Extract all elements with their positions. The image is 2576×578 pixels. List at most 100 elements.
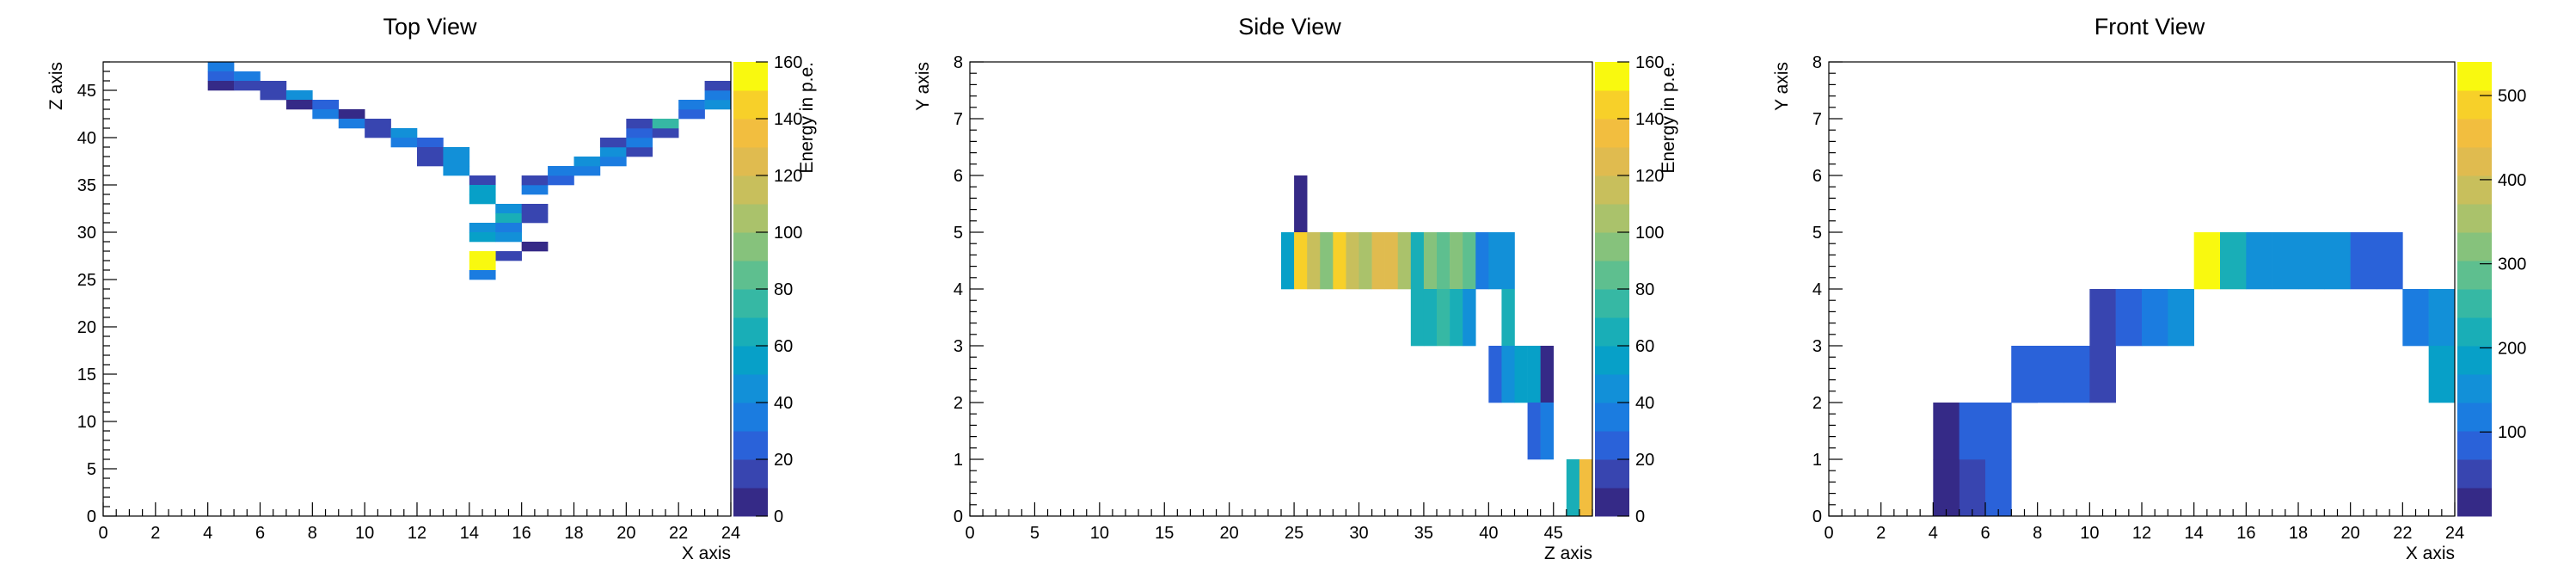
top-view-cell [704,90,732,101]
side-view-color-bar-segment [1595,119,1629,148]
side-view-color-bar-segment [1595,147,1629,176]
side-view-color-bar-segment [1595,204,1629,233]
top-view-color-bar-segment [733,119,768,148]
top-view-color-bar-segment [733,289,768,318]
front-view-color-bar-segment [2457,431,2492,460]
front-view-x-tick-label: 22 [2393,524,2412,543]
top-view-cells [207,62,732,280]
side-view-y-tick-label: 4 [954,280,963,299]
front-view-color-bar-segment [2457,346,2492,375]
side-view-cell [1437,289,1451,347]
side-view-cell [1527,403,1541,460]
top-view-z-tick-label: 120 [774,167,802,186]
side-view-x-tick-label: 25 [1285,524,1303,543]
side-view-color-bar-segment [1595,403,1629,432]
top-view-x-tick-label: 16 [512,524,531,543]
top-view-cell [678,109,705,120]
top-view-x-tick-label: 18 [564,524,583,543]
front-view-title: Front View [2095,14,2205,40]
top-view-x-axis: 0 2 4 6 8 10 12 14 16 18 20 22 24X axis [98,502,740,563]
side-view-x-tick-label: 20 [1220,524,1239,543]
top-view-cell [207,81,235,91]
top-view-color-bar-segment [733,90,768,120]
front-view-y-tick-label: 0 [1812,507,1822,526]
front-view-cell [2168,289,2194,347]
top-view-cell [469,251,496,261]
top-view-color-bar-segment [733,204,768,233]
top-view-cell [312,109,340,120]
side-view-y-tick-label: 7 [954,110,963,129]
top-view-cell [417,138,444,148]
top-view-cell [495,223,522,233]
front-view-z-tick-label: 400 [2498,171,2526,190]
top-view-color-bar-segment [733,62,768,91]
top-view-cell [521,213,549,224]
side-view-cell [1333,232,1346,290]
front-view-color-bar-segment [2457,175,2492,205]
side-view-color-bar-segment [1595,62,1629,91]
top-view-x-tick-label: 14 [460,524,479,543]
top-view-cell [469,232,496,243]
top-view-cell [338,109,365,120]
side-view-x-tick-label: 5 [1030,524,1040,543]
side-view-color-bar-segment [1595,317,1629,347]
side-view-cell [1423,232,1438,290]
front-view-x-tick-label: 4 [1929,524,1938,543]
side-view-cell [1307,232,1321,290]
top-view-cell [599,138,627,148]
front-view-y-tick-label: 2 [1812,394,1822,413]
front-view-y-axis: 0 1 2 3 4 5 6 7 8 Y axis [1772,53,1843,526]
top-view-y-tick-label: 20 [77,318,96,337]
front-view-y-tick-label: 5 [1812,224,1822,243]
side-view-cell [1371,232,1385,290]
top-view-y-tick-label: 25 [77,271,96,290]
top-view-cell [469,261,496,271]
front-view-cell [2350,232,2377,290]
side-view-x-tick-label: 15 [1155,524,1174,543]
front-view-x-tick-label: 14 [2185,524,2204,543]
top-view-z-tick-label: 160 [774,53,802,72]
side-view-cell [1566,459,1580,517]
side-view-color-bar-segment [1595,459,1629,489]
top-view-cell [365,119,391,129]
top-view-title: Top View [383,14,477,40]
side-view-color-bar-segment [1595,488,1629,517]
top-view-cell [312,100,340,110]
side-view-y-tick-label: 2 [954,394,963,413]
front-view-x-axis: 0 2 4 6 8 10 12 14 16 18 20 22 24X axis [1824,502,2464,563]
top-view-cell [443,166,470,176]
front-view-x-tick-label: 12 [2132,524,2151,543]
side-view-cell [1346,232,1359,290]
front-view-x-tick-label: 20 [2341,524,2360,543]
front-view-cell [1959,403,1986,460]
top-view-cell [417,157,444,167]
side-view-x-tick-label: 45 [1544,524,1563,543]
side-view-cell [1527,346,1541,403]
top-view-y-tick-label: 45 [77,82,96,101]
side-view-cells [1281,175,1593,517]
top-view-x-tick-label: 4 [203,524,212,543]
front-view-cell [2246,232,2272,290]
side-view-x-tick-label: 30 [1349,524,1368,543]
front-view-cell [2011,346,2038,403]
side-view-y-tick-label: 0 [954,507,963,526]
front-view-y-tick-label: 4 [1812,280,1822,299]
front-view-color-bar-segment [2457,374,2492,403]
side-view-cell [1501,289,1515,347]
top-view-z-tick-label: 60 [774,337,793,356]
side-view-cell [1501,346,1515,403]
front-view-color-bar-segment [2457,488,2492,517]
top-view-cell [548,166,574,176]
top-view-y-axis: 0 5 10 15 20 25 30 35 40 45 Z axis [46,61,117,526]
top-view-x-tick-label: 24 [721,524,740,543]
side-view-x-axis-label: Z axis [1544,544,1592,563]
top-view-y-tick-label: 0 [87,507,96,526]
top-view-color-bar-segment [733,261,768,290]
side-view-z-tick-label: 100 [1635,224,1664,243]
top-view-cell [469,270,496,280]
side-view-z-tick-label: 120 [1635,167,1664,186]
side-view-z-tick-label: 160 [1635,53,1664,72]
side-view-z-tick-label: 60 [1635,337,1654,356]
